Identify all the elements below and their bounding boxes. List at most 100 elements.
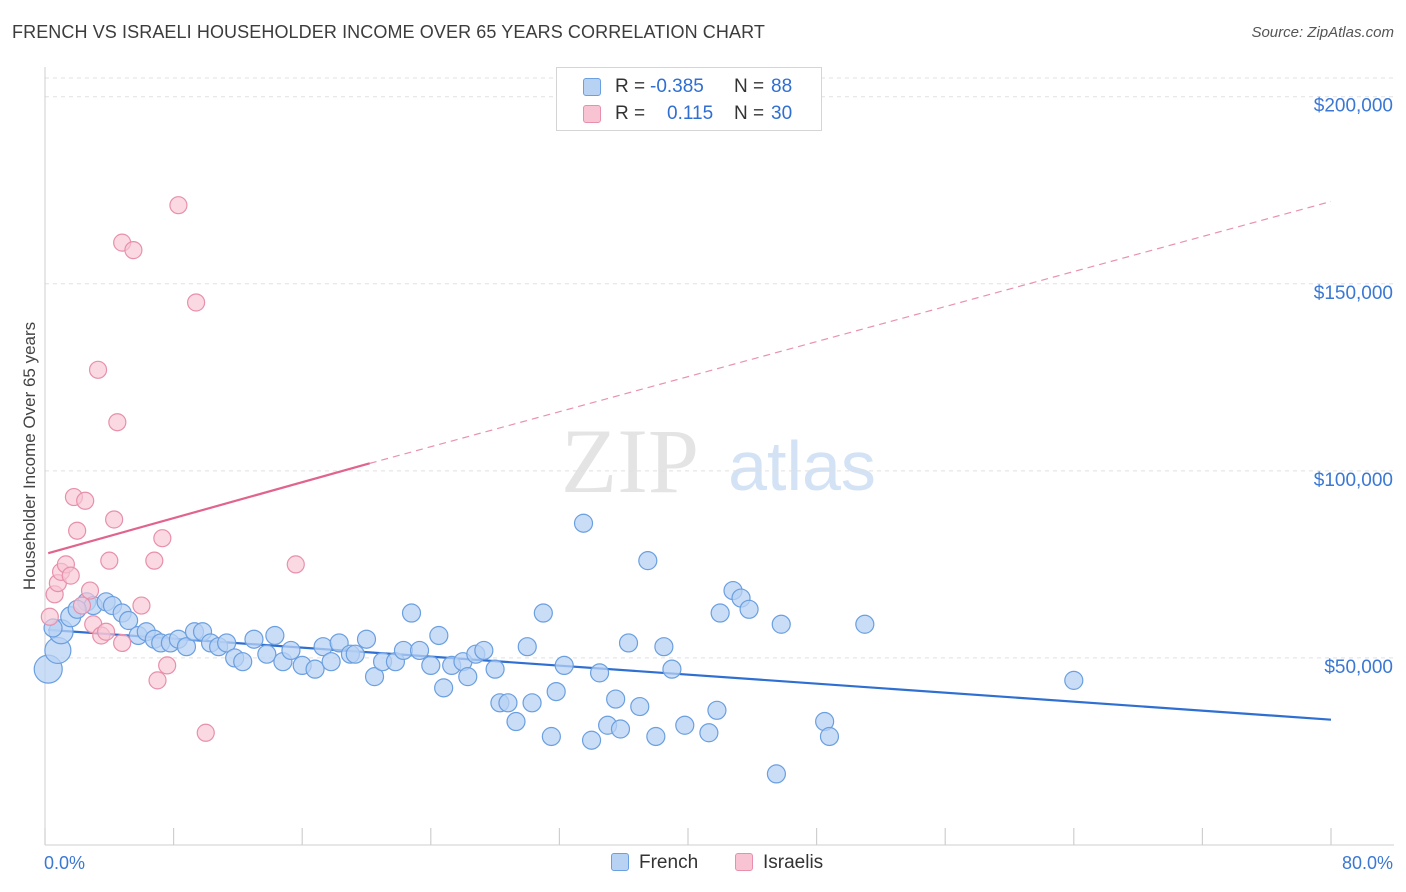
- x-tick-label-max: 80.0%: [1341, 853, 1393, 873]
- legend-swatch-french: [583, 78, 601, 96]
- french-point: [707, 700, 727, 720]
- israelis-point: [108, 413, 127, 432]
- french-point: [618, 633, 639, 653]
- french-point: [581, 730, 602, 750]
- french-point: [321, 652, 341, 672]
- french-point: [356, 629, 377, 649]
- french-point: [675, 715, 695, 735]
- french-point: [474, 640, 494, 661]
- legend-row-french: R = -0.385 N = 88: [557, 74, 823, 100]
- israelis-point: [40, 607, 59, 626]
- french-point: [233, 652, 253, 672]
- legend-n-value: 30: [771, 103, 793, 124]
- legend-n-label: N =: [734, 76, 765, 97]
- israelis-point: [132, 596, 151, 615]
- watermark: ZIP atlas: [561, 410, 876, 512]
- israelis-point: [80, 581, 100, 600]
- french-point: [345, 644, 365, 664]
- french-point: [401, 603, 422, 623]
- israelis-point: [124, 241, 143, 260]
- legend-r-label: R =: [615, 103, 646, 124]
- french-point: [244, 629, 264, 649]
- french-trend-line: [48, 628, 1332, 721]
- french-point: [257, 644, 277, 664]
- french-point: [281, 640, 301, 661]
- french-point: [409, 640, 430, 661]
- french-point: [638, 551, 658, 571]
- axes: [44, 67, 1394, 846]
- israelis-point: [158, 656, 177, 675]
- chart-title: FRENCH VS ISRAELI HOUSEHOLDER INCOME OVE…: [12, 22, 765, 42]
- french-point: [554, 655, 574, 676]
- bottom-legend-label-french: French: [639, 852, 699, 873]
- french-point: [265, 625, 285, 646]
- french-point: [434, 678, 454, 698]
- french-point: [630, 696, 650, 717]
- israelis-point: [100, 551, 119, 570]
- legend-n-label: N =: [734, 103, 765, 124]
- bottom-legend-swatch-french: [611, 853, 629, 871]
- legend-r-value: -0.385: [650, 76, 704, 97]
- french-point: [541, 726, 561, 747]
- watermark-zip: ZIP: [561, 410, 699, 512]
- y-tick-label: $200,000: [1314, 96, 1393, 117]
- israelis-point: [68, 521, 87, 540]
- legend-row-israelis: R = 0.115 N = 30: [557, 101, 823, 127]
- legend-r-value: 0.115: [667, 103, 714, 124]
- israelis-point: [72, 596, 92, 615]
- x-tick-label-min: 0.0%: [44, 853, 86, 873]
- israelis-point: [286, 555, 305, 574]
- israelis-point: [169, 196, 188, 215]
- israelis-trend-line-extension: [369, 200, 1332, 464]
- israelis-point: [113, 633, 132, 653]
- israelis-point: [88, 360, 108, 379]
- french-point: [739, 599, 759, 619]
- y-axis-label: Householder Income Over 65 years: [20, 321, 39, 591]
- french-point: [710, 603, 730, 623]
- watermark-atlas: atlas: [728, 427, 876, 505]
- french-point: [393, 640, 414, 661]
- french-point: [855, 614, 875, 634]
- bottom-legend-israelis: Israelis: [735, 852, 823, 874]
- legend-r-label: R =: [615, 76, 646, 97]
- french-point: [458, 667, 478, 687]
- y-tick-labels: $50,000 $100,000 $150,000 $200,000: [1314, 96, 1393, 678]
- french-point: [118, 610, 139, 631]
- israelis-point: [196, 723, 215, 742]
- french-point: [610, 719, 631, 739]
- french-point: [589, 663, 610, 683]
- israelis-point: [187, 293, 206, 312]
- y-tick-label: $100,000: [1314, 470, 1393, 491]
- french-point: [662, 659, 682, 679]
- french-point: [517, 637, 537, 657]
- bottom-legend-french: French: [611, 852, 698, 874]
- legend-n-value: 88: [771, 76, 793, 97]
- source-label: Source: ZipAtlas.com: [1251, 24, 1394, 41]
- legend-swatch-israelis: [583, 105, 601, 123]
- french-point: [606, 689, 626, 709]
- french-point: [305, 659, 325, 679]
- french-point: [429, 625, 449, 646]
- french-point: [646, 726, 666, 747]
- israelis-point: [105, 510, 124, 529]
- french-point: [771, 614, 791, 634]
- bottom-legend-swatch-israelis: [735, 853, 753, 871]
- israelis-point: [96, 622, 116, 641]
- french-points: [33, 513, 1084, 784]
- israelis-trend-line: [47, 462, 371, 555]
- israelis-point: [145, 551, 164, 570]
- french-point: [654, 637, 674, 657]
- french-point: [506, 711, 526, 732]
- israelis-point: [61, 566, 80, 585]
- israelis-point: [148, 671, 167, 690]
- french-point: [699, 723, 719, 743]
- french-point: [1064, 670, 1084, 690]
- french-point: [819, 726, 840, 747]
- french-point: [176, 637, 197, 657]
- french-point: [498, 693, 518, 713]
- french-point: [364, 667, 385, 687]
- israelis-point: [76, 491, 95, 510]
- legend: R = -0.385 N = 88 R = 0.115 N = 30: [556, 67, 822, 131]
- french-point: [522, 693, 542, 713]
